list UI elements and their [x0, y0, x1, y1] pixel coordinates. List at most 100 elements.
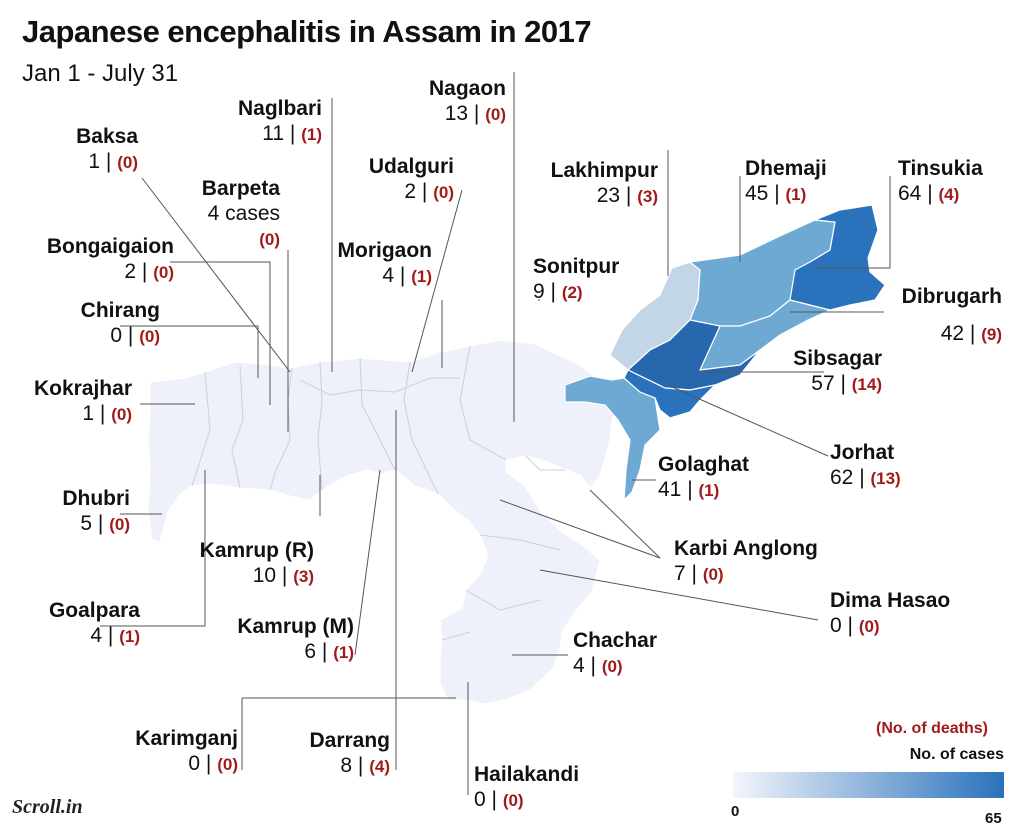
- district-name: Udalguri: [368, 155, 454, 178]
- legend-max-value: 65: [985, 810, 1002, 827]
- death-count: (0): [702, 565, 724, 585]
- district-name: Barpeta: [201, 177, 280, 200]
- district-name: Goalpara: [48, 599, 140, 622]
- region-tinsukia: [789, 204, 886, 311]
- death-count: (0): [433, 183, 454, 203]
- label-lakhimpur: Lakhimpur 23 | (3): [532, 158, 658, 208]
- label-bongaigaion: Bongaigaion 2 | (0): [30, 234, 174, 284]
- district-name: Dhubri: [62, 487, 130, 510]
- district-name: Sibsagar: [793, 347, 882, 370]
- label-sonitpur: Sonitpur 9 | (2): [533, 254, 643, 304]
- district-name: Morigaon: [337, 239, 433, 262]
- case-count: 2: [404, 180, 417, 204]
- case-count: 1: [88, 150, 101, 174]
- death-count: (0): [858, 617, 880, 637]
- case-count: 10: [252, 564, 277, 588]
- district-name: Chachar: [573, 629, 658, 652]
- case-count: 45: [745, 182, 769, 206]
- case-count: 4 cases: [207, 202, 280, 226]
- label-dhubri: Dhubri 5 | (0): [40, 486, 130, 536]
- case-count: 7: [674, 562, 686, 586]
- case-count: 4: [573, 654, 585, 678]
- death-count: (0): [153, 263, 174, 283]
- leader-lines: [100, 72, 891, 795]
- death-count: (14): [851, 375, 882, 395]
- case-count: 23: [596, 184, 621, 208]
- death-count: (9): [981, 325, 1002, 345]
- death-count: (1): [333, 643, 354, 663]
- district-name: Bongaigaion: [46, 235, 174, 258]
- district-name: Tinsukia: [898, 157, 983, 180]
- district-name: Hailakandi: [474, 763, 580, 786]
- label-barpeta: Barpeta 4 cases (0): [180, 176, 280, 252]
- death-count: (0): [259, 230, 280, 250]
- case-count: 64: [898, 182, 922, 206]
- death-count: (13): [870, 469, 901, 489]
- district-name: Naglbari: [237, 97, 322, 120]
- case-count: 0: [474, 788, 486, 812]
- district-name: Karimganj: [135, 727, 238, 750]
- district-name: Kamrup (M): [237, 615, 354, 638]
- source-logo: Scroll.in: [12, 796, 83, 818]
- district-name: Dibrugarh: [901, 285, 1002, 308]
- case-count: 1: [82, 402, 95, 426]
- region-jorhat: [623, 369, 717, 419]
- case-count: 6: [304, 640, 317, 664]
- district-name: Sonitpur: [533, 255, 620, 278]
- death-count: (0): [217, 755, 238, 775]
- label-golaghat: Golaghat 41 | (1): [658, 452, 768, 502]
- case-count: 4: [90, 624, 103, 648]
- label-hailakandi: Hailakandi 0 | (0): [474, 762, 624, 812]
- label-udalguri: Udalguri 2 | (0): [350, 154, 454, 204]
- label-chachar: Chachar 4 | (0): [573, 628, 683, 678]
- case-count: 62: [830, 466, 854, 490]
- label-chirang: Chirang 0 | (0): [50, 298, 160, 348]
- case-count: 0: [110, 324, 123, 348]
- label-kamrup-r: Kamrup (R) 10 | (3): [184, 538, 314, 588]
- label-sibsagar: Sibsagar 57 | (14): [774, 346, 882, 396]
- district-name: Chirang: [80, 299, 160, 322]
- death-count: (0): [111, 405, 132, 425]
- death-count: (2): [561, 283, 583, 303]
- death-count: (0): [502, 791, 524, 811]
- case-count: 41: [658, 478, 682, 502]
- death-count: (1): [698, 481, 720, 501]
- region-golaghat: [564, 375, 661, 502]
- death-count: (0): [485, 105, 506, 125]
- district-name: Darrang: [309, 729, 390, 752]
- death-count: (0): [109, 515, 130, 535]
- label-karbi-anglong: Karbi Anglong 7 | (0): [674, 536, 844, 586]
- case-count: 2: [124, 260, 137, 284]
- label-dibrugarh: Dibrugarh 42 | (9): [880, 284, 1002, 346]
- legend-deaths-label: (No. of deaths): [876, 720, 988, 737]
- district-name: Golaghat: [658, 453, 750, 476]
- case-count: 4: [382, 264, 395, 288]
- label-goalpara: Goalpara 4 | (1): [30, 598, 140, 648]
- label-darrang: Darrang 8 | (4): [290, 728, 390, 778]
- case-count: 5: [80, 512, 93, 536]
- district-name: Baksa: [76, 125, 138, 148]
- label-dima-hasao: Dima Hasao 0 | (0): [830, 588, 980, 638]
- case-count: 11: [262, 122, 285, 146]
- label-nagaon: Nagaon 13 | (0): [390, 76, 506, 126]
- label-baksa: Baksa 1 | (0): [38, 124, 138, 174]
- case-count: 13: [444, 102, 469, 126]
- district-borders: [191, 345, 565, 641]
- map-subtitle: Jan 1 - July 31: [22, 60, 179, 87]
- district-name: Lakhimpur: [550, 159, 658, 182]
- case-count: 0: [830, 614, 842, 638]
- death-count: (1): [119, 627, 140, 647]
- case-count: 57: [811, 372, 835, 396]
- district-name: Nagaon: [428, 77, 506, 100]
- death-count: (1): [301, 125, 322, 145]
- death-count: (4): [369, 757, 390, 777]
- death-count: (0): [601, 657, 623, 677]
- legend-color-scale: [733, 772, 1004, 798]
- district-name: Jorhat: [830, 441, 895, 464]
- case-count: 42: [940, 322, 965, 346]
- label-dhemaji: Dhemaji 45 | (1): [745, 156, 855, 206]
- case-count: 0: [188, 752, 201, 776]
- district-name: Kamrup (R): [199, 539, 314, 562]
- label-jorhat: Jorhat 62 | (13): [830, 440, 940, 490]
